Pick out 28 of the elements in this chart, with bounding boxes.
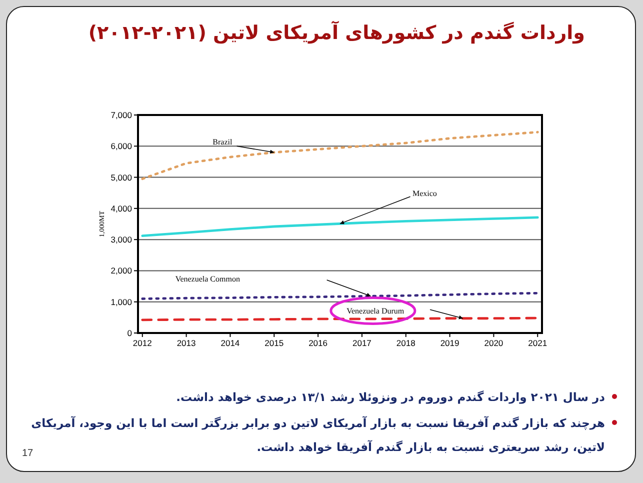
x-tick-label: 2017 (352, 338, 372, 348)
y-tick-label: 3,000 (110, 234, 132, 245)
chart-title: واردات گندم در کشورهای آمریکای لاتین (۲۰۲۱-۲۰۱۲) (87, 22, 585, 44)
y-tick-label: 5,000 (110, 172, 132, 182)
series-label: Brazil (212, 138, 233, 147)
y-tick-label: 2,000 (110, 266, 132, 276)
x-tick-label: 2018 (396, 338, 416, 348)
x-tick-label: 2020 (484, 338, 504, 348)
x-tick-label: 2016 (308, 338, 328, 348)
line-series (141, 130, 539, 180)
x-tick-label: 2012 (132, 338, 152, 348)
x-tick-label: 2013 (176, 338, 196, 348)
y-tick-label: 6,000 (110, 141, 132, 152)
y-tick-label: 7,000 (110, 110, 132, 120)
text: Mexico (412, 188, 437, 198)
text: در سال ۲۰۲۱ واردات گندم دوروم در ونزوئلا رشد ۱۳/۱ درصدی خواهد داشت. (175, 389, 606, 406)
text: 17 (22, 448, 34, 459)
y-tick-label: 1,000 (110, 296, 132, 307)
series-label: Venezuela Common (175, 274, 240, 284)
y-tick-label: 0 (127, 328, 132, 338)
x-tick-label: 2014 (220, 338, 240, 348)
series-label: Venezuela Durum (346, 306, 405, 316)
y-tick-label: 4,000 (110, 203, 132, 214)
x-tick-label: 2015 (264, 338, 284, 348)
x-tick-label: 2019 (440, 338, 460, 348)
x-tick-label: 2021 (528, 338, 548, 348)
line-series (141, 216, 539, 238)
text: هرچند که بازار گندم آفریقا نسبت به بازار آمریکای لاتین دو برابر بزرگتر است اما با این وجود، آمریکای لاتین، رشد سریعتری نسبت به بازار گندم آفریقا خواهد داشت. (31, 416, 605, 454)
